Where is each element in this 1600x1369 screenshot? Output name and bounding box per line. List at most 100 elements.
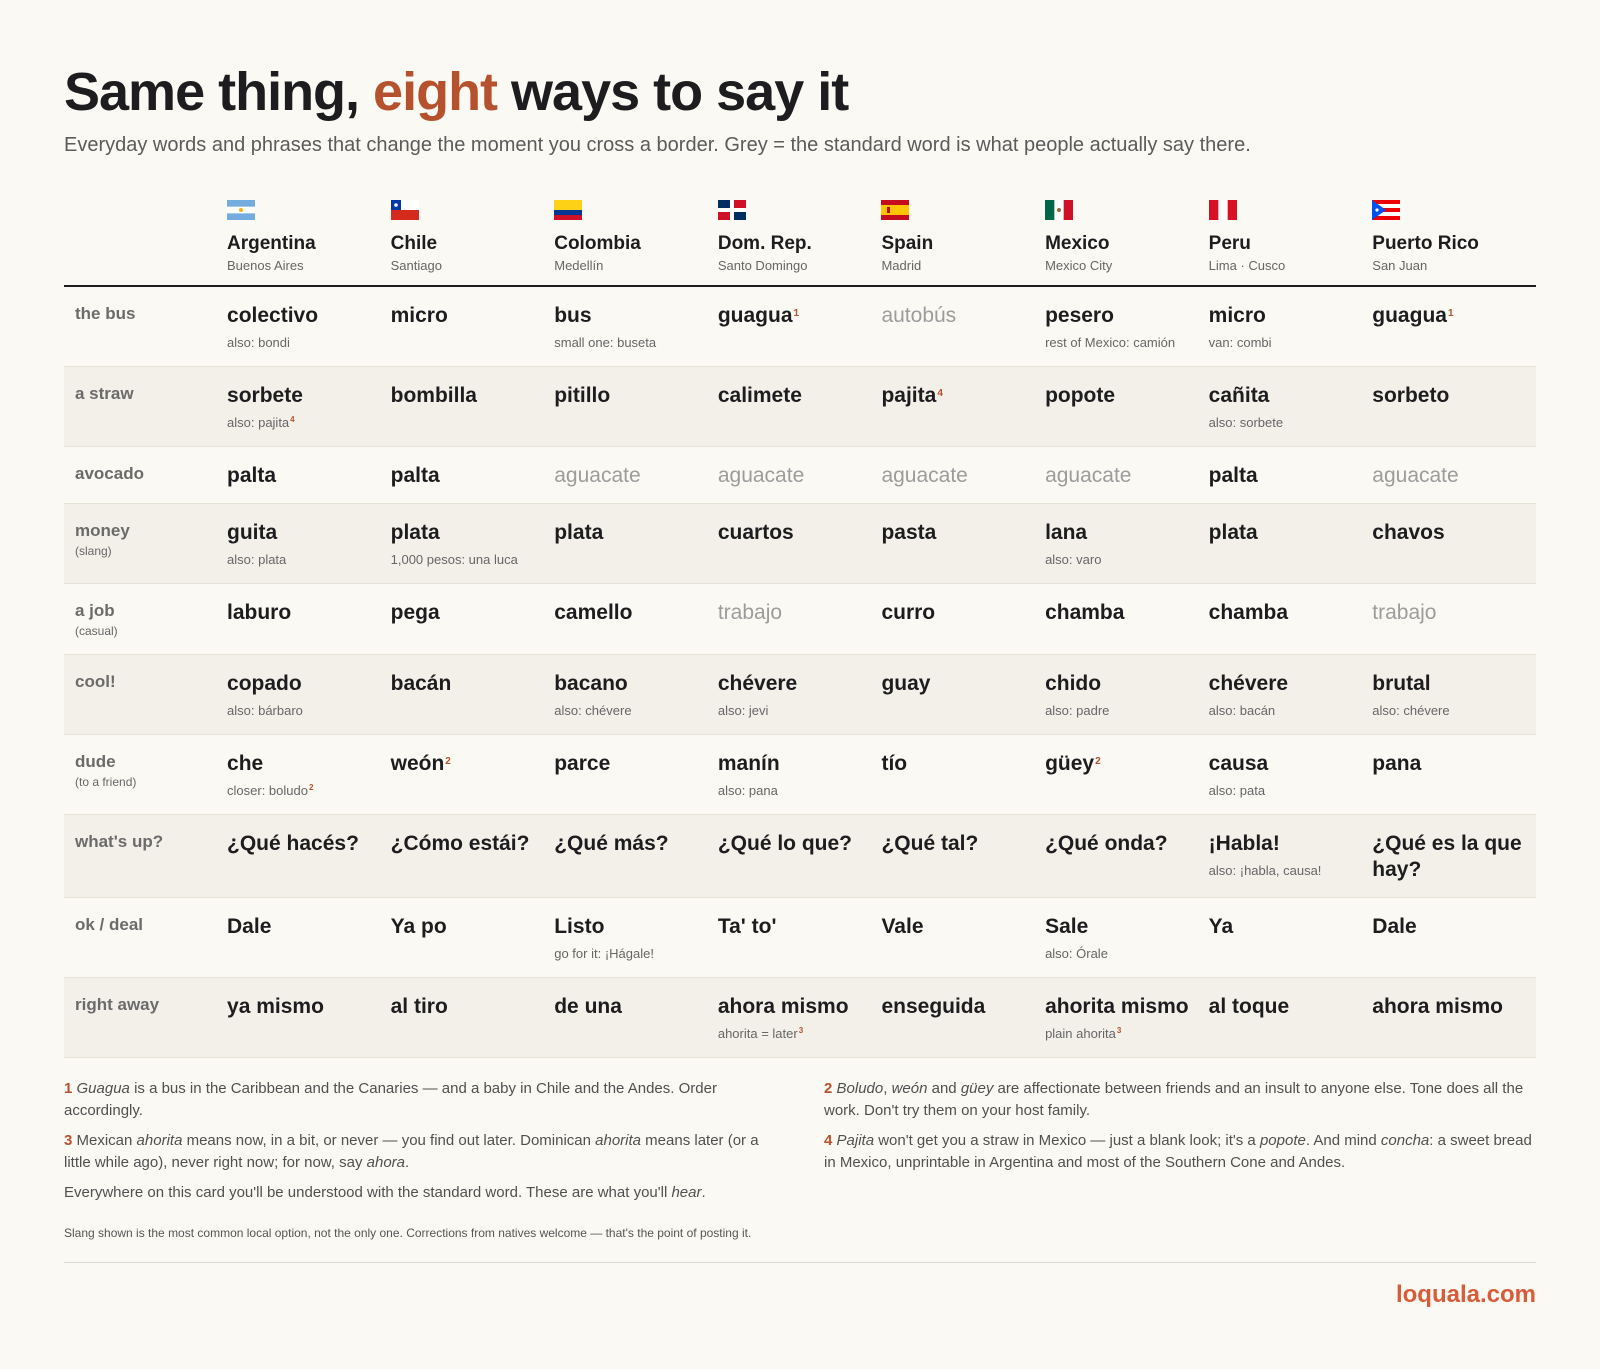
term-cell: micro van: combi — [1209, 286, 1373, 367]
term-cell: sorbete also: pajita4 — [227, 367, 391, 447]
local-term: ya mismo — [227, 994, 385, 1020]
title-text-end: ways to say it — [497, 62, 849, 122]
term-text: ¿Qué onda? — [1045, 832, 1168, 855]
term-text: trabajo — [1372, 601, 1437, 624]
local-term: sorbeto — [1372, 383, 1530, 409]
term-text: Ta' to' — [717, 915, 777, 938]
row-label: a job — [75, 601, 115, 620]
term-cell: trabajo — [718, 584, 882, 655]
term-cell: al toque — [1209, 978, 1373, 1058]
term-cell: de una — [554, 978, 718, 1058]
local-term: ¿Cómo estái? — [391, 831, 549, 857]
term-note: rest of Mexico: camión — [1045, 334, 1203, 352]
term-text: micro — [1208, 304, 1266, 327]
local-term: ¿Qué más? — [554, 831, 712, 857]
local-term: curro — [881, 600, 1039, 626]
country-name: Mexico — [1045, 233, 1110, 254]
term-text: ahora mismo — [1372, 995, 1503, 1018]
term-text: ¿Cómo estái? — [390, 832, 530, 855]
row-label-cell: cool! — [64, 655, 227, 735]
term-cell: bus small one: buseta — [554, 286, 718, 367]
term-text: ¿Qué más? — [554, 832, 669, 855]
term-note: also: plata — [227, 551, 385, 569]
term-cell: chido also: padre — [1045, 655, 1209, 735]
term-text: de una — [554, 995, 622, 1018]
term-note-text: also: bárbaro — [227, 703, 303, 718]
term-cell: chamba — [1209, 584, 1373, 655]
standard-term: aguacate — [554, 463, 712, 489]
local-term: bus — [554, 303, 712, 329]
term-cell: bacán — [391, 655, 555, 735]
local-term: Listo — [554, 914, 712, 940]
term-cell: tío — [881, 735, 1045, 815]
term-text: chamba — [1208, 601, 1289, 624]
term-cell: aguacate — [718, 447, 882, 504]
term-cell: ¿Qué tal? — [881, 815, 1045, 898]
term-text: ¿Qué es la que hay? — [1372, 832, 1522, 881]
standard-term: trabajo — [1372, 600, 1530, 626]
country-name: Colombia — [554, 233, 641, 254]
row-label: the bus — [75, 304, 136, 323]
term-cell: al tiro — [391, 978, 555, 1058]
row-label: avocado — [75, 464, 144, 483]
term-cell: pana — [1372, 735, 1536, 815]
term-cell: cuartos — [718, 504, 882, 584]
term-note: also: pata — [1209, 782, 1367, 800]
term-cell: popote — [1045, 367, 1209, 447]
row-label: what's up? — [75, 832, 164, 851]
term-cell: laburo — [227, 584, 391, 655]
term-text: brutal — [1372, 672, 1431, 695]
term-note: also: chévere — [1372, 702, 1530, 720]
local-term: bombilla — [391, 383, 549, 409]
term-text: camello — [554, 601, 633, 624]
term-note-text: also: bondi — [227, 335, 290, 350]
column-header-dom-rep: Dom. Rep. Santo Domingo — [717, 200, 882, 287]
table-body: the bus colectivo also: bondi micro bus small… — [64, 286, 1536, 1058]
country-name: Dom. Rep. — [717, 233, 812, 254]
local-term: bacán — [391, 671, 549, 697]
country-name: Puerto Rico — [1372, 233, 1479, 254]
term-text: autobús — [881, 304, 957, 327]
term-note-text: also: padre — [1045, 703, 1110, 718]
term-text: pitillo — [554, 384, 611, 407]
term-text: guagua — [717, 304, 793, 327]
term-cell: brutal also: chévere — [1372, 655, 1536, 735]
term-cell: Listo go for it: ¡Hágale! — [554, 898, 718, 978]
local-term: Dale — [227, 914, 385, 940]
standard-term: trabajo — [718, 600, 876, 626]
term-text: weón — [390, 752, 445, 775]
row-label-cell: the bus — [64, 286, 227, 367]
footnote-3: 3 Mexican ahorita means now, in a bit, o… — [64, 1132, 759, 1171]
column-header-chile: Chile Santiago — [390, 200, 555, 287]
term-note-text: also: varo — [1045, 552, 1102, 567]
local-term: ¿Qué tal? — [881, 831, 1039, 857]
term-note: closer: boludo2 — [227, 782, 385, 800]
term-note: also: pajita4 — [227, 414, 385, 432]
argentina-flag-icon — [227, 200, 256, 220]
term-cell: plata — [1209, 504, 1373, 584]
term-cell: güey2 — [1045, 735, 1209, 815]
term-note-text: also: jevi — [717, 703, 769, 718]
term-note-text: plain ahorita — [1045, 1026, 1116, 1041]
term-cell: Sale also: Órale — [1045, 898, 1209, 978]
term-cell: aguacate — [881, 447, 1045, 504]
term-text: aguacate — [717, 464, 805, 487]
local-term: de una — [554, 994, 712, 1020]
table-row: a job (casual) laburo pega camello trabajo cur… — [64, 584, 1536, 655]
term-text: guay — [881, 672, 931, 695]
term-cell: aguacate — [1372, 447, 1536, 504]
term-cell: guagua1 — [718, 286, 882, 367]
row-label-cell: a straw — [64, 367, 227, 447]
city-name: Lima · Cusco — [1208, 258, 1286, 273]
row-label-cell: right away — [64, 978, 227, 1058]
local-term: causa — [1209, 751, 1367, 777]
term-note: also: varo — [1045, 551, 1203, 569]
term-text: palta — [227, 464, 277, 487]
term-cell: pesero rest of Mexico: camión — [1045, 286, 1209, 367]
footnote-2: 2 Boludo, weón and güey are affectionate… — [824, 1080, 1524, 1119]
term-cell: guagua1 — [1372, 286, 1536, 367]
colombia-flag-icon — [554, 200, 583, 220]
brand-link[interactable]: loquala.com — [1395, 1281, 1536, 1308]
term-text: causa — [1208, 752, 1269, 775]
term-text: pasta — [881, 521, 937, 544]
